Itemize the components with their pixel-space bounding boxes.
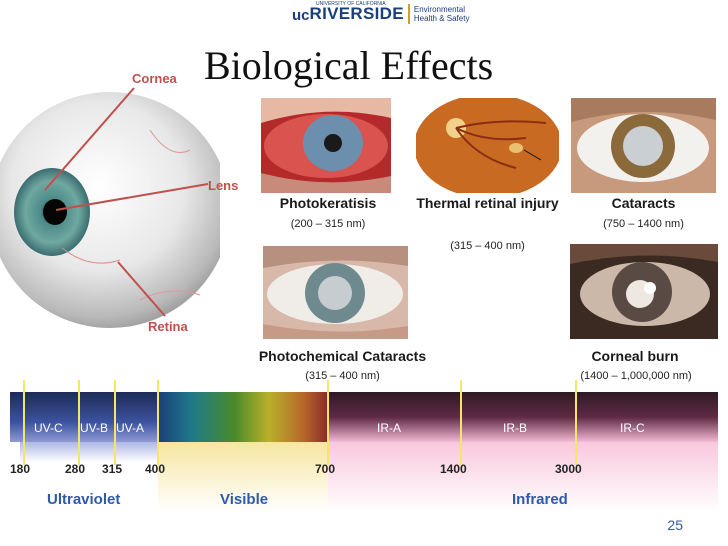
logo-separator [407,4,410,24]
wavelength-1400: 1400 [440,462,467,476]
wavelength-400: 400 [145,462,166,476]
cornea-pointer-line [44,87,135,191]
tick-280 [78,380,80,465]
band-uv-b: UV-B [80,421,109,435]
thermal-retinal-injury-photo [416,98,559,193]
photochemical-cataracts-range: (315 – 400 nm) [305,370,380,382]
logo-uc: uc [292,7,310,24]
cataracts-range: (750 – 1400 nm) [603,218,684,230]
tick-700 [327,380,329,465]
logo-dept-line1: Environmental [413,5,465,14]
thermal-retinal-injury-name: Thermal retinal injury [416,195,559,211]
band-ir-b: IR-B [503,421,527,435]
photochemical-cataracts-photo [263,246,408,339]
tick-180 [23,380,25,465]
thermal-retinal-injury-range: (315 – 400 nm) [450,240,525,252]
eye-illustration [0,87,220,328]
corneal-burn-range: (1400 – 1,000,000 nm) [580,370,692,382]
photochemical-cataracts-name: Photochemical Cataracts [258,348,427,364]
cornea-label: Cornea [132,71,177,86]
logo-dept-line2: Health & Safety [413,14,470,23]
tick-1400 [460,380,462,465]
lens-pointer-line [55,183,209,211]
lens-label: Lens [208,178,239,193]
tick-315 [114,380,116,465]
retina-pointer-line [117,261,166,317]
band-ir-c: IR-C [620,421,645,435]
tick-3000 [575,380,577,465]
photokeratisis-name: Photokeratisis [279,195,377,211]
logo-department: Environmental Health & Safety [414,5,470,23]
retina-label: Retina [148,319,188,334]
logo-riverside: RIVERSIDE [309,4,404,23]
infrared-highlight [328,442,718,512]
wavelength-280: 280 [65,462,86,476]
slide-title: Biological Effects [204,43,494,88]
cataracts-photo [571,98,716,193]
page-number: 25 [667,517,683,533]
corneal-burn-name: Corneal burn [591,348,679,364]
logo-university-text: UNIVERSITY OF CALIFORNIA [316,1,386,7]
wavelength-700: 700 [315,462,336,476]
region-visible: Visible [220,491,269,508]
band-uv-a: UV-A [116,421,145,435]
wavelength-180: 180 [10,462,31,476]
photokeratisis-photo [261,98,391,193]
region-infrared: Infrared [512,491,568,508]
ultraviolet-highlight [20,442,158,462]
visible-highlight [158,442,328,512]
band-ir-a: IR-A [377,421,401,435]
spectrum-bar [10,392,718,442]
region-ultraviolet: Ultraviolet [47,491,121,508]
tick-400 [157,380,159,465]
band-uv-c: UV-C [34,421,63,435]
wavelength-315: 315 [102,462,123,476]
photokeratisis-range: (200 – 315 nm) [290,218,366,230]
corneal-burn-photo [570,244,718,339]
cataracts-name: Cataracts [611,195,676,211]
wavelength-3000: 3000 [555,462,582,476]
ucr-ehs-logo: UNIVERSITY OF CALIFORNIA uc RIVERSIDE En… [292,1,470,26]
